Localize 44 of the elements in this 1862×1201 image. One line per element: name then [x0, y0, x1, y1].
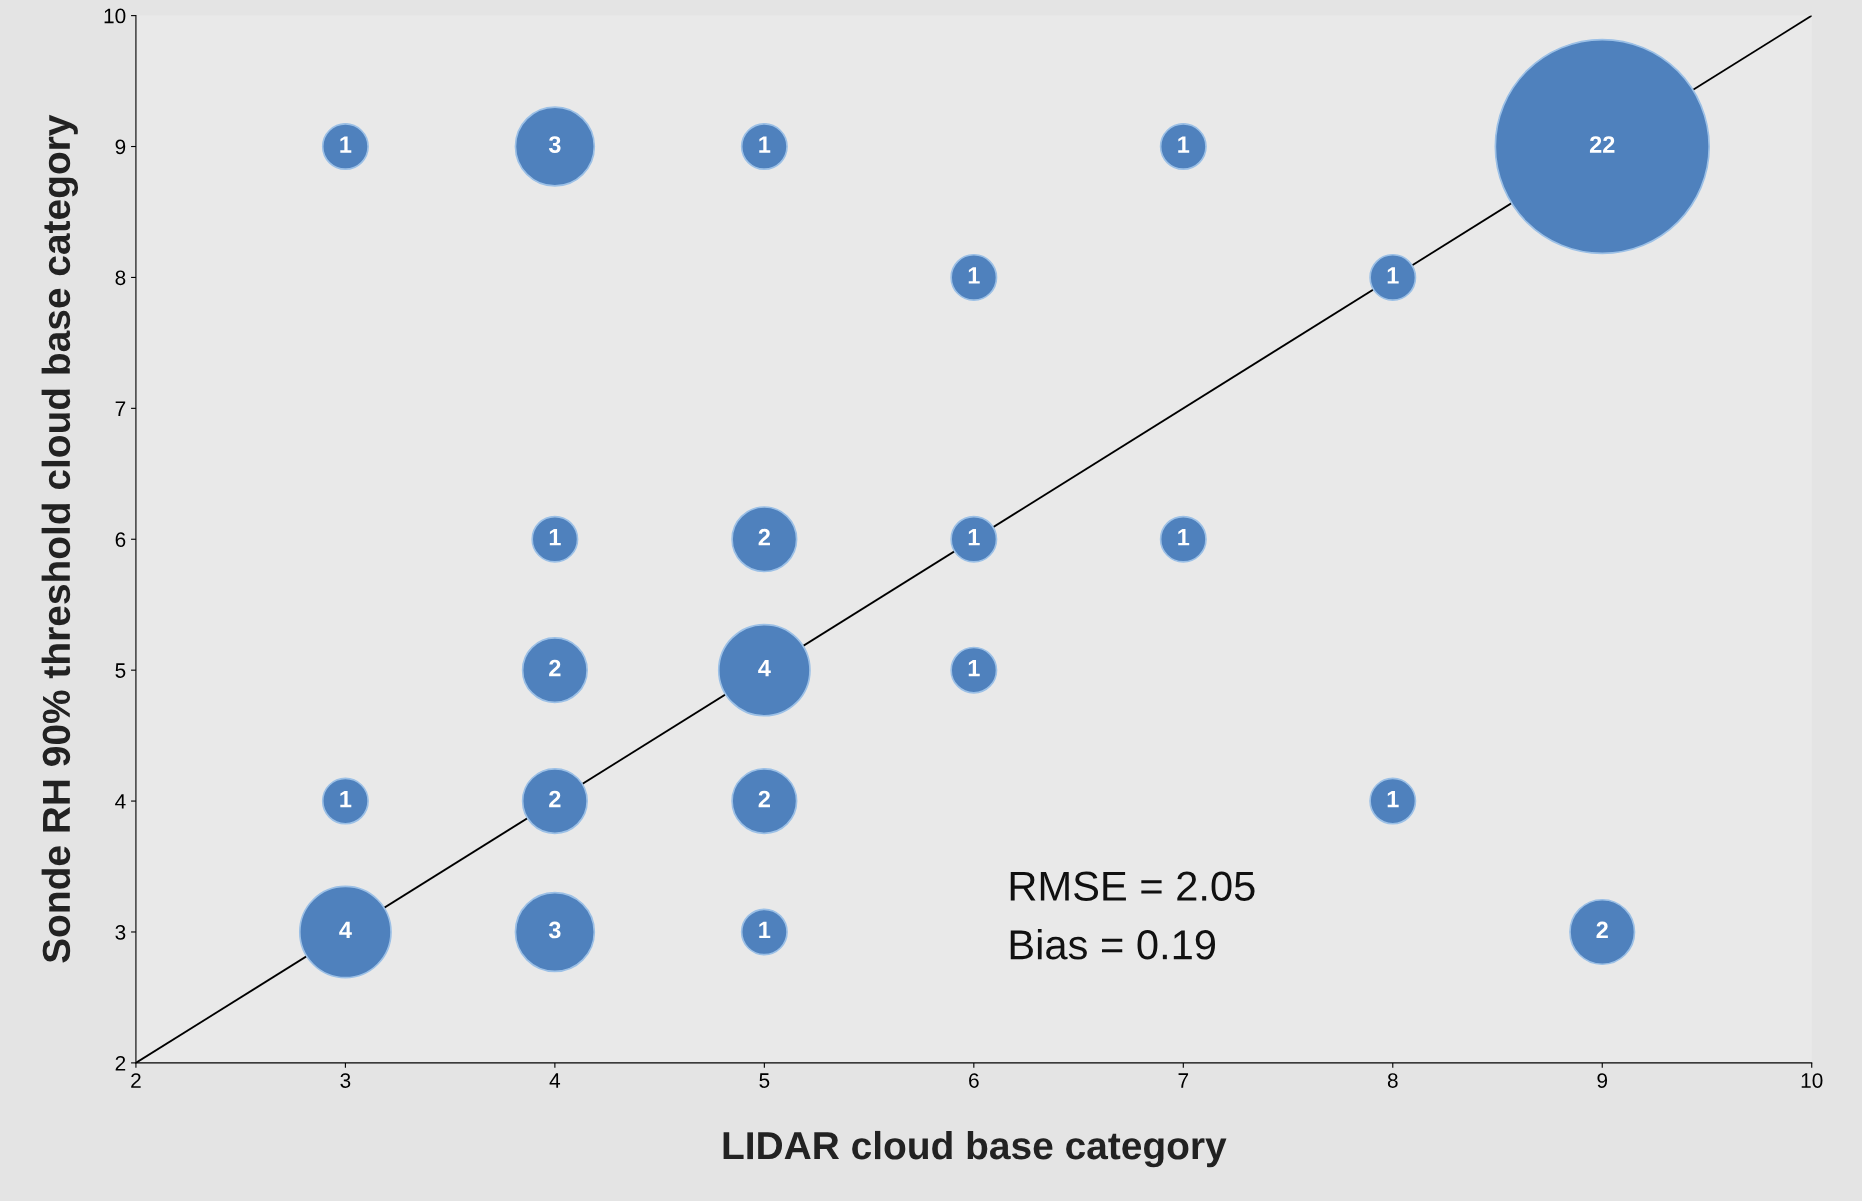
annotation: Bias = 0.19	[1010, 929, 1215, 960]
x-tick-label: 6	[969, 1073, 979, 1088]
annotation: 2	[758, 790, 770, 808]
annotation: 1	[1387, 267, 1399, 284]
annotation: 1	[340, 136, 352, 153]
y-tick-label: 4	[115, 794, 126, 809]
annotation: 3	[548, 921, 561, 939]
annotation: 4	[339, 921, 352, 939]
annotation: 22	[1589, 136, 1615, 153]
x-tick-label: 7	[1178, 1073, 1189, 1088]
y-axis-title: Sonde RH 90% threshold cloud base category	[41, 114, 79, 963]
annotation: 3	[548, 136, 561, 153]
x-tick-label: 4	[549, 1073, 561, 1088]
annotation: 1	[968, 660, 980, 677]
annotation: RMSE = 2.05	[1010, 871, 1255, 901]
y-tick-label: 8	[115, 270, 126, 286]
annotation: 2	[549, 659, 561, 677]
annotation: 2	[1596, 921, 1608, 939]
annotation: 1	[759, 136, 771, 153]
x-tick-label: 3	[340, 1073, 351, 1088]
annotation: 2	[549, 790, 561, 808]
annotation: 1	[968, 267, 980, 284]
annotation: 1	[759, 921, 771, 939]
annotation: 2	[758, 528, 770, 546]
x-tick-label: 9	[1597, 1073, 1608, 1088]
x-tick-label: 10	[1801, 1073, 1823, 1088]
annotation: 1	[1178, 529, 1190, 546]
annotation: 1	[549, 529, 561, 546]
y-tick-label: 6	[115, 532, 126, 547]
y-tick-label: 9	[115, 139, 126, 155]
y-tick-label: 10	[104, 8, 126, 24]
annotation: 1	[340, 790, 352, 808]
y-tick-label: 2	[115, 1055, 126, 1071]
x-tick-label: 5	[759, 1073, 770, 1088]
x-tick-label: 8	[1387, 1073, 1398, 1088]
annotation: 4	[758, 660, 771, 677]
annotation: 1	[968, 529, 980, 546]
x-tick-label: 2	[131, 1073, 141, 1088]
y-tick-label: 3	[115, 924, 126, 940]
y-tick-label: 7	[115, 401, 126, 416]
x-axis-title: LIDAR cloud base category	[723, 1130, 1227, 1168]
y-tick-label: 5	[115, 663, 126, 678]
annotation: 1	[1178, 136, 1190, 153]
annotation: 1	[1387, 790, 1399, 808]
